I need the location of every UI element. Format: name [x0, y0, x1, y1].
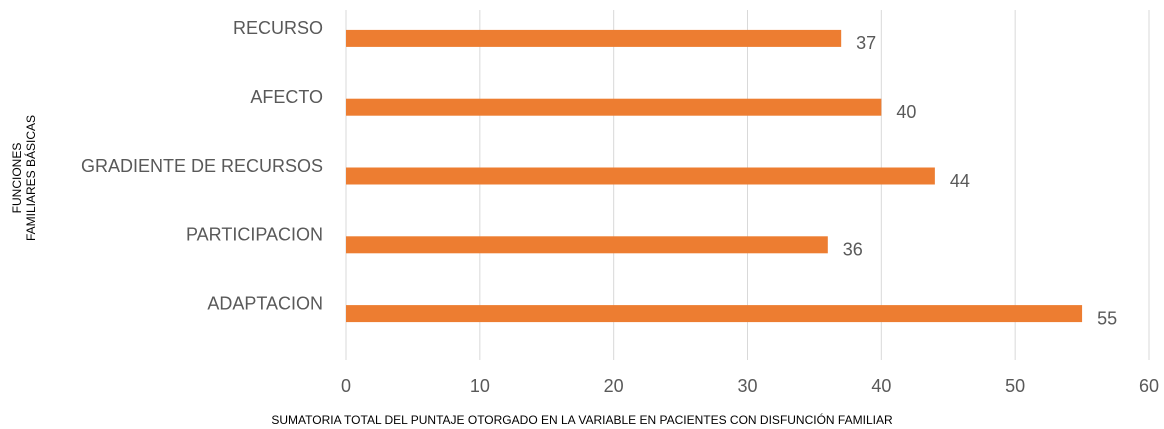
x-axis-label: SUMATORIA TOTAL DEL PUNTAJE OTORGADO EN …: [271, 412, 893, 427]
x-tick-label: 30: [737, 376, 757, 396]
data-label: 40: [896, 102, 916, 122]
y-tick-label: RECURSO: [233, 18, 323, 38]
data-label: 55: [1097, 308, 1117, 328]
data-label: 36: [843, 240, 863, 260]
y-tick-label: PARTICIPACION: [186, 225, 323, 245]
x-tick-label: 60: [1139, 376, 1159, 396]
data-label: 37: [856, 33, 876, 53]
bar: [346, 236, 828, 254]
data-label: 44: [950, 171, 970, 191]
y-tick-label: AFECTO: [250, 87, 323, 107]
x-tick-label: 0: [341, 376, 351, 396]
bar: [346, 167, 935, 185]
y-tick-label: ADAPTACION: [207, 293, 323, 313]
x-tick-label: 50: [1005, 376, 1025, 396]
y-axis-label: FAMILIARES BÁSICAS: [23, 115, 38, 241]
bar: [346, 29, 842, 47]
bar: [346, 305, 1083, 323]
x-tick-label: 20: [604, 376, 624, 396]
y-tick-label: GRADIENTE DE RECURSOS: [81, 156, 323, 176]
y-axis-label: FUNCIONES: [10, 143, 24, 214]
x-tick-label: 10: [470, 376, 490, 396]
x-tick-label: 40: [871, 376, 891, 396]
bar: [346, 98, 882, 116]
